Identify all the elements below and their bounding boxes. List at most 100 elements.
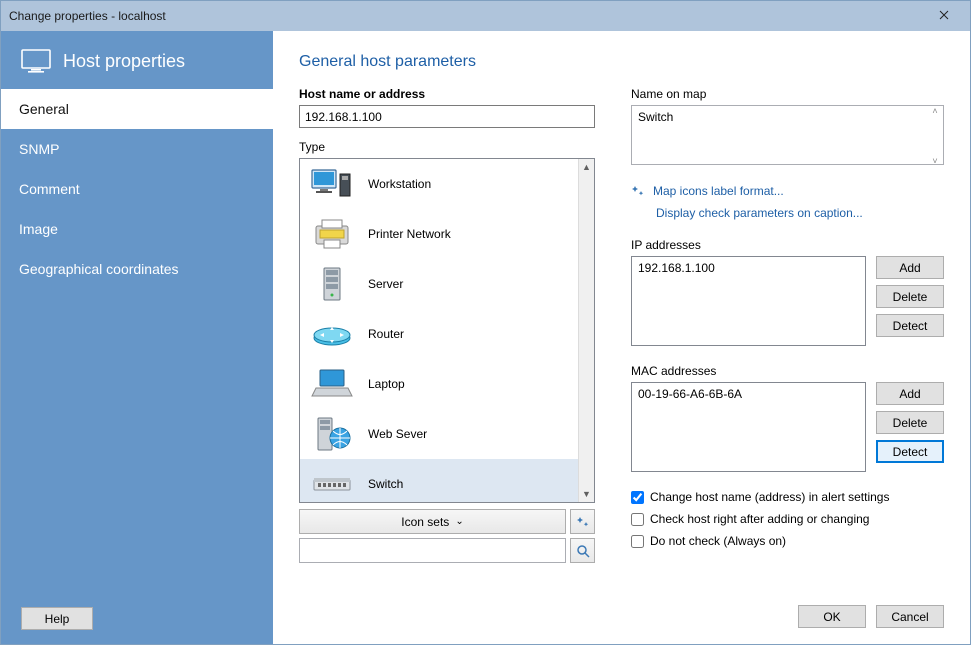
search-row xyxy=(299,538,595,563)
name-on-map-input[interactable]: Switch xyxy=(631,105,944,165)
ip-detect-button[interactable]: Detect xyxy=(876,314,944,337)
ip-delete-button[interactable]: Delete xyxy=(876,285,944,308)
cancel-button[interactable]: Cancel xyxy=(876,605,944,628)
printer-network-icon xyxy=(310,214,354,254)
checkbox[interactable] xyxy=(631,513,644,526)
sidebar-item-snmp[interactable]: SNMP xyxy=(1,129,273,169)
sidebar-item-comment[interactable]: Comment xyxy=(1,169,273,209)
footer-buttons: OK Cancel xyxy=(299,591,944,628)
type-list: Workstation Printer Network Server Router La… xyxy=(299,158,595,503)
sidebar-item-image[interactable]: Image xyxy=(1,209,273,249)
type-item[interactable]: Workstation xyxy=(300,159,578,209)
type-item[interactable]: Switch xyxy=(300,459,578,502)
check-do-not-check[interactable]: Do not check (Always on) xyxy=(631,534,944,548)
sidebar-item-label: Comment xyxy=(19,181,80,197)
type-item[interactable]: Web Sever xyxy=(300,409,578,459)
type-scrollbar[interactable]: ▲ ▼ xyxy=(578,159,594,502)
type-label: Workstation xyxy=(368,177,431,191)
host-input[interactable] xyxy=(299,105,595,128)
type-item[interactable]: Printer Network xyxy=(300,209,578,259)
monitor-icon xyxy=(21,49,51,73)
link-map-icons[interactable]: Map icons label format... xyxy=(631,184,944,198)
sparkle-icon xyxy=(631,184,645,198)
search-icon xyxy=(576,544,590,558)
ip-label: IP addresses xyxy=(631,238,944,252)
scroll-up-icon: ▲ xyxy=(579,159,594,175)
chevron-down-icon: ⌄ xyxy=(455,516,463,527)
sidebar-item-label: Image xyxy=(19,221,58,237)
titlebar: Change properties - localhost xyxy=(1,1,970,31)
mac-section: MAC addresses 00-19-66-A6-6B-6A Add Dele… xyxy=(631,364,944,472)
workstation-icon xyxy=(310,164,354,204)
ip-add-button[interactable]: Add xyxy=(876,256,944,279)
ip-listbox[interactable]: 192.168.1.100 xyxy=(631,256,866,346)
type-label: Router xyxy=(368,327,404,341)
type-label: Web Sever xyxy=(368,427,427,441)
sparkle-icon xyxy=(576,515,590,529)
iconset-row: Icon sets ⌄ xyxy=(299,509,595,534)
window: Change properties - localhost Host prope… xyxy=(0,0,971,645)
sidebar-item-label: Geographical coordinates xyxy=(19,261,179,277)
close-button[interactable] xyxy=(924,3,964,27)
type-item[interactable]: Router xyxy=(300,309,578,359)
ip-section: IP addresses 192.168.1.100 Add Delete De… xyxy=(631,238,944,346)
form-columns: Host name or address Type Workstation Pri… xyxy=(299,87,944,563)
sidebar-item-general[interactable]: General xyxy=(1,89,273,129)
column-right: Name on map Switch ˄˅ Map icons label fo… xyxy=(631,87,944,563)
type-label: Type xyxy=(299,140,595,154)
main-panel: General host parameters Host name or add… xyxy=(273,31,970,644)
type-search-input[interactable] xyxy=(299,538,566,563)
check-label: Check host right after adding or changin… xyxy=(650,512,869,526)
checkboxes: Change host name (address) in alert sett… xyxy=(631,490,944,548)
check-label: Change host name (address) in alert sett… xyxy=(650,490,889,504)
web-sever-icon xyxy=(310,414,354,454)
type-item[interactable]: Laptop xyxy=(300,359,578,409)
iconsets-button[interactable]: Icon sets ⌄ xyxy=(299,509,566,534)
checkbox[interactable] xyxy=(631,491,644,504)
type-label: Server xyxy=(368,277,403,291)
sidebar-item-geo[interactable]: Geographical coordinates xyxy=(1,249,273,289)
page-title: General host parameters xyxy=(299,53,944,71)
link-label: Map icons label format... xyxy=(653,184,784,198)
name-on-map-label: Name on map xyxy=(631,87,944,101)
sidebar-item-label: SNMP xyxy=(19,141,59,157)
scroll-down-icon: ▼ xyxy=(579,486,594,502)
list-item[interactable]: 00-19-66-A6-6B-6A xyxy=(638,387,859,401)
help-button[interactable]: Help xyxy=(21,607,93,630)
window-title: Change properties - localhost xyxy=(9,9,166,23)
switch-icon xyxy=(310,464,354,502)
host-label: Host name or address xyxy=(299,87,595,101)
list-item[interactable]: 192.168.1.100 xyxy=(638,261,859,275)
window-body: Host properties General SNMP Comment Ima… xyxy=(1,31,970,644)
sidebar-items: General SNMP Comment Image Geographical … xyxy=(1,89,273,289)
checkbox[interactable] xyxy=(631,535,644,548)
check-change-hostname[interactable]: Change host name (address) in alert sett… xyxy=(631,490,944,504)
type-label: Switch xyxy=(368,477,403,491)
sidebar-title: Host properties xyxy=(63,51,185,72)
mac-label: MAC addresses xyxy=(631,364,944,378)
ok-button[interactable]: OK xyxy=(798,605,866,628)
iconsets-label: Icon sets xyxy=(401,515,449,529)
mac-delete-button[interactable]: Delete xyxy=(876,411,944,434)
check-label: Do not check (Always on) xyxy=(650,534,786,548)
sidebar-footer: Help xyxy=(1,593,273,644)
icon-format-button[interactable] xyxy=(570,509,595,534)
mac-detect-button[interactable]: Detect xyxy=(876,440,944,463)
type-item[interactable]: Server xyxy=(300,259,578,309)
server-icon xyxy=(310,264,354,304)
laptop-icon xyxy=(310,364,354,404)
sidebar: Host properties General SNMP Comment Ima… xyxy=(1,31,273,644)
type-label: Printer Network xyxy=(368,227,451,241)
column-left: Host name or address Type Workstation Pri… xyxy=(299,87,595,563)
router-icon xyxy=(310,314,354,354)
mac-listbox[interactable]: 00-19-66-A6-6B-6A xyxy=(631,382,866,472)
sidebar-header: Host properties xyxy=(1,31,273,89)
link-display-check[interactable]: Display check parameters on caption... xyxy=(631,206,944,220)
mac-add-button[interactable]: Add xyxy=(876,382,944,405)
check-after-add[interactable]: Check host right after adding or changin… xyxy=(631,512,944,526)
search-button[interactable] xyxy=(570,538,595,563)
type-label: Laptop xyxy=(368,377,405,391)
link-label: Display check parameters on caption... xyxy=(656,206,863,220)
sidebar-item-label: General xyxy=(19,101,69,117)
close-icon xyxy=(939,10,949,20)
